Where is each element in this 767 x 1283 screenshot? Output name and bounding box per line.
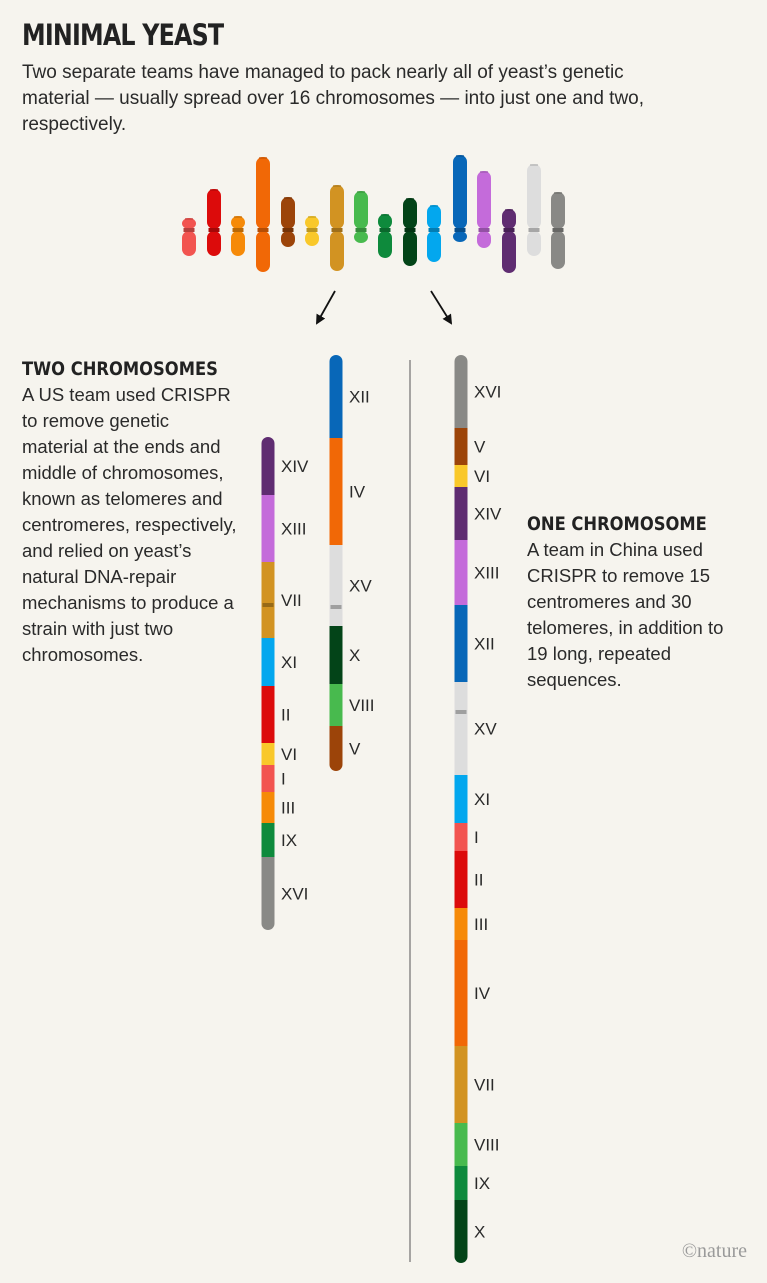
two-chromosomes-chromosome-b: XII IV XV X VIII V xyxy=(329,355,375,771)
segment-IV: IV xyxy=(454,940,491,1046)
arrow-to-one xyxy=(430,290,453,325)
segment-II: II xyxy=(261,686,290,743)
segment-VII: VII xyxy=(261,562,302,638)
segment-label: XI xyxy=(474,790,490,809)
one-chromosome-text: ONE CHROMOSOME A team in China used CRIS… xyxy=(527,511,747,693)
segment-label: VIII xyxy=(474,1136,500,1155)
chromosome-IX xyxy=(378,214,392,258)
chromosome-XVI xyxy=(551,192,565,269)
segment-XIV: XIV xyxy=(261,437,309,495)
segment-label: IV xyxy=(474,984,491,1003)
chromosome-X xyxy=(403,198,417,266)
subtitle: Two separate teams have managed to pack … xyxy=(22,62,645,135)
segment-label: VI xyxy=(474,467,490,486)
two-chromosomes-description: A US team used CRISPR to remove genetic … xyxy=(22,384,237,665)
segment-label: V xyxy=(474,438,486,457)
chromosome-XIII xyxy=(477,171,491,248)
segment-IV: IV xyxy=(329,438,366,545)
segment-XII: XII xyxy=(454,605,495,682)
chromosome-III xyxy=(231,216,245,256)
segment-label: XII xyxy=(349,388,370,407)
segment-XI: XI xyxy=(261,638,297,686)
segment-label: IV xyxy=(349,483,366,502)
segment-XIII: XIII xyxy=(454,540,500,605)
segment-VIII: VIII xyxy=(454,1123,500,1166)
segment-label: XIII xyxy=(281,520,307,539)
two-chromosomes-heading: TWO CHROMOSOMES xyxy=(22,358,218,380)
segment-VI: VI xyxy=(261,743,297,765)
chromosome-XII xyxy=(453,155,467,242)
segment-IX: IX xyxy=(454,1166,490,1200)
segment-VIII: VIII xyxy=(329,684,375,726)
chromosome-VIII xyxy=(354,191,368,243)
segment-label: X xyxy=(474,1223,485,1242)
segment-I: I xyxy=(454,823,479,851)
segment-II: II xyxy=(454,851,483,908)
segment-label: VI xyxy=(281,745,297,764)
two-chromosomes-text: TWO CHROMOSOMES A US team used CRISPR to… xyxy=(22,356,237,668)
original-chromosomes xyxy=(182,155,565,273)
segment-V: V xyxy=(329,726,361,771)
segment-XIV: XIV xyxy=(454,487,502,540)
segment-label: XII xyxy=(474,635,495,654)
segment-XI: XI xyxy=(454,775,490,823)
chromosome-II xyxy=(207,189,221,256)
segment-I: I xyxy=(261,765,286,792)
segment-VI: VI xyxy=(454,465,490,487)
one-chromosome-heading: ONE CHROMOSOME xyxy=(527,513,707,535)
segment-label: X xyxy=(349,646,360,665)
nature-credit: ©nature xyxy=(681,1240,747,1262)
segment-label: VII xyxy=(281,591,302,610)
segment-XV: XV xyxy=(454,682,497,775)
segment-label: IX xyxy=(474,1174,490,1193)
segment-label: III xyxy=(474,915,488,934)
chromosome-XIV xyxy=(502,209,516,273)
segment-label: XVI xyxy=(281,885,308,904)
segment-label: XIII xyxy=(474,564,500,583)
chromosome-XV xyxy=(527,164,541,256)
segment-label: XVI xyxy=(474,383,501,402)
segment-label: V xyxy=(349,740,361,759)
segment-label: XV xyxy=(474,720,497,739)
segment-label: IX xyxy=(281,831,297,850)
segment-label: II xyxy=(474,871,483,890)
segment-XIII: XIII xyxy=(261,495,307,562)
chromosome-I xyxy=(182,218,196,256)
segment-XII: XII xyxy=(329,355,370,438)
segment-label: II xyxy=(281,706,290,725)
segment-IX: IX xyxy=(261,823,297,857)
segment-label: XI xyxy=(281,653,297,672)
segment-label: XIV xyxy=(281,457,309,476)
one-chromosome-description: A team in China used CRISPR to remove 15… xyxy=(527,539,724,690)
segment-label: XIV xyxy=(474,505,502,524)
segment-label: VII xyxy=(474,1076,495,1095)
page-title: MINIMAL YEAST xyxy=(22,18,224,52)
chromosome-XI xyxy=(427,205,441,262)
chromosome-IV xyxy=(256,157,270,272)
arrow-to-two xyxy=(316,290,336,325)
segment-XV: XV xyxy=(329,545,372,626)
segment-XVI: XVI xyxy=(454,355,501,428)
segment-XVI: XVI xyxy=(261,857,308,930)
chromosome-VI xyxy=(305,216,319,246)
segment-III: III xyxy=(261,792,295,823)
segment-III: III xyxy=(454,908,488,940)
segment-VII: VII xyxy=(454,1046,495,1123)
chromosome-VII xyxy=(330,185,344,271)
segment-label: III xyxy=(281,799,295,818)
segment-X: X xyxy=(454,1200,485,1263)
segment-X: X xyxy=(329,626,360,684)
segment-V: V xyxy=(454,428,486,465)
segment-label: I xyxy=(474,828,479,847)
segment-label: VIII xyxy=(349,696,375,715)
segment-label: I xyxy=(281,770,286,789)
segment-label: XV xyxy=(349,577,372,596)
chromosome-V xyxy=(281,197,295,247)
